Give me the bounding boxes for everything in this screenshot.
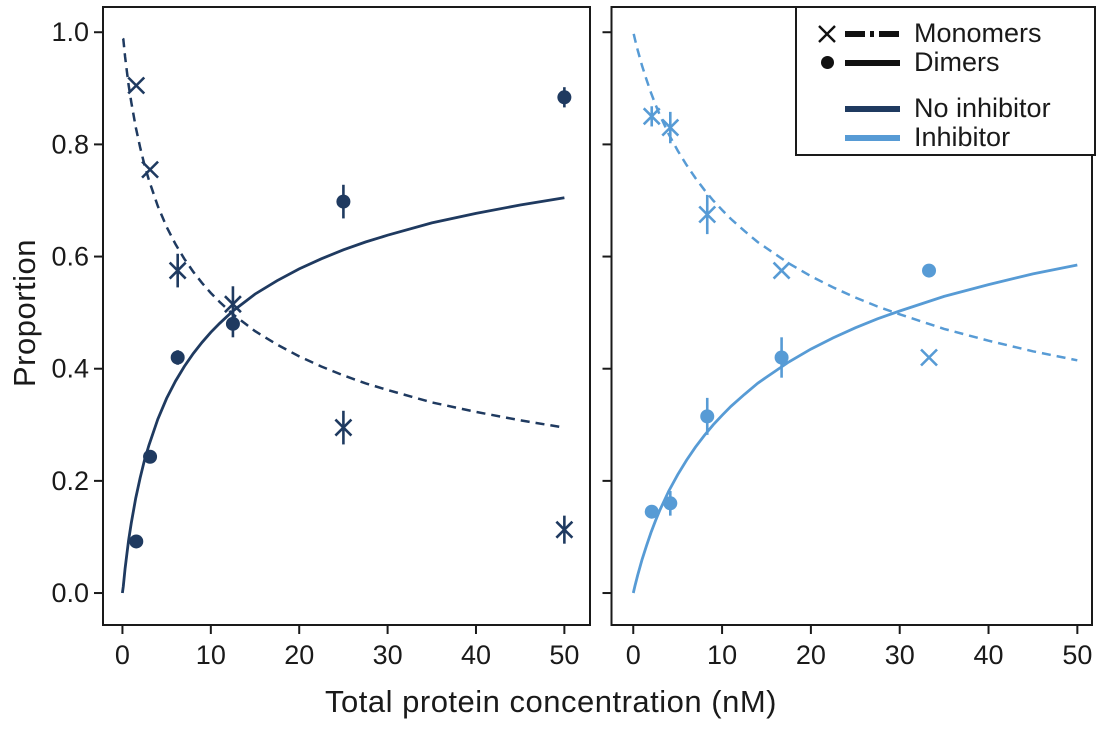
svg-text:40: 40 xyxy=(974,640,1004,670)
legend-spacer xyxy=(809,77,1094,94)
svg-text:0: 0 xyxy=(115,640,130,670)
legend-item-no-inhibitor: No inhibitor xyxy=(809,93,1094,123)
panel-right: 0 10 20 30 40 50 xyxy=(602,6,1093,670)
svg-text:10: 10 xyxy=(707,640,737,670)
svg-text:0.8: 0.8 xyxy=(51,129,89,159)
svg-text:1.0: 1.0 xyxy=(51,17,89,47)
svg-text:0.2: 0.2 xyxy=(51,466,89,496)
legend-line-dimers xyxy=(845,59,900,66)
svg-text:20: 20 xyxy=(284,640,314,670)
svg-text:20: 20 xyxy=(796,640,826,670)
legend-item-dimers: Dimers xyxy=(809,47,1094,77)
svg-text:10: 10 xyxy=(196,640,226,670)
svg-text:50: 50 xyxy=(1062,640,1092,670)
svg-text:0.4: 0.4 xyxy=(51,354,89,384)
legend-label-no-inhibitor: No inhibitor xyxy=(914,93,1051,123)
x-marker-icon xyxy=(809,22,845,46)
legend-label-inhibitor: Inhibitor xyxy=(914,122,1011,152)
svg-text:50: 50 xyxy=(549,640,579,670)
dot-marker-icon xyxy=(809,56,845,69)
legend-item-inhibitor: Inhibitor xyxy=(809,122,1094,152)
svg-text:0.0: 0.0 xyxy=(51,578,89,608)
svg-text:30: 30 xyxy=(373,640,403,670)
legend-label-monomers: Monomers xyxy=(914,18,1042,48)
legend-item-monomers: Monomers xyxy=(809,18,1094,48)
legend-swatch-no-inhibitor xyxy=(845,105,900,112)
svg-text:0: 0 xyxy=(626,640,641,670)
legend-swatch-inhibitor xyxy=(845,134,900,141)
x-axis-label: Total protein concentration (nM) xyxy=(325,684,777,719)
svg-text:0.6: 0.6 xyxy=(51,242,89,272)
svg-text:30: 30 xyxy=(885,640,915,670)
svg-text:40: 40 xyxy=(461,640,491,670)
panel-left: 0 10 20 30 40 50 0.0 0.2 0.4 0.6 0.8 1.0 xyxy=(51,6,591,670)
legend: Monomers Dimers No inhibitor Inhibitor xyxy=(795,6,1096,156)
legend-line-monomers xyxy=(845,30,900,37)
legend-label-dimers: Dimers xyxy=(914,47,1000,77)
y-axis-label: Proportion xyxy=(7,238,42,388)
